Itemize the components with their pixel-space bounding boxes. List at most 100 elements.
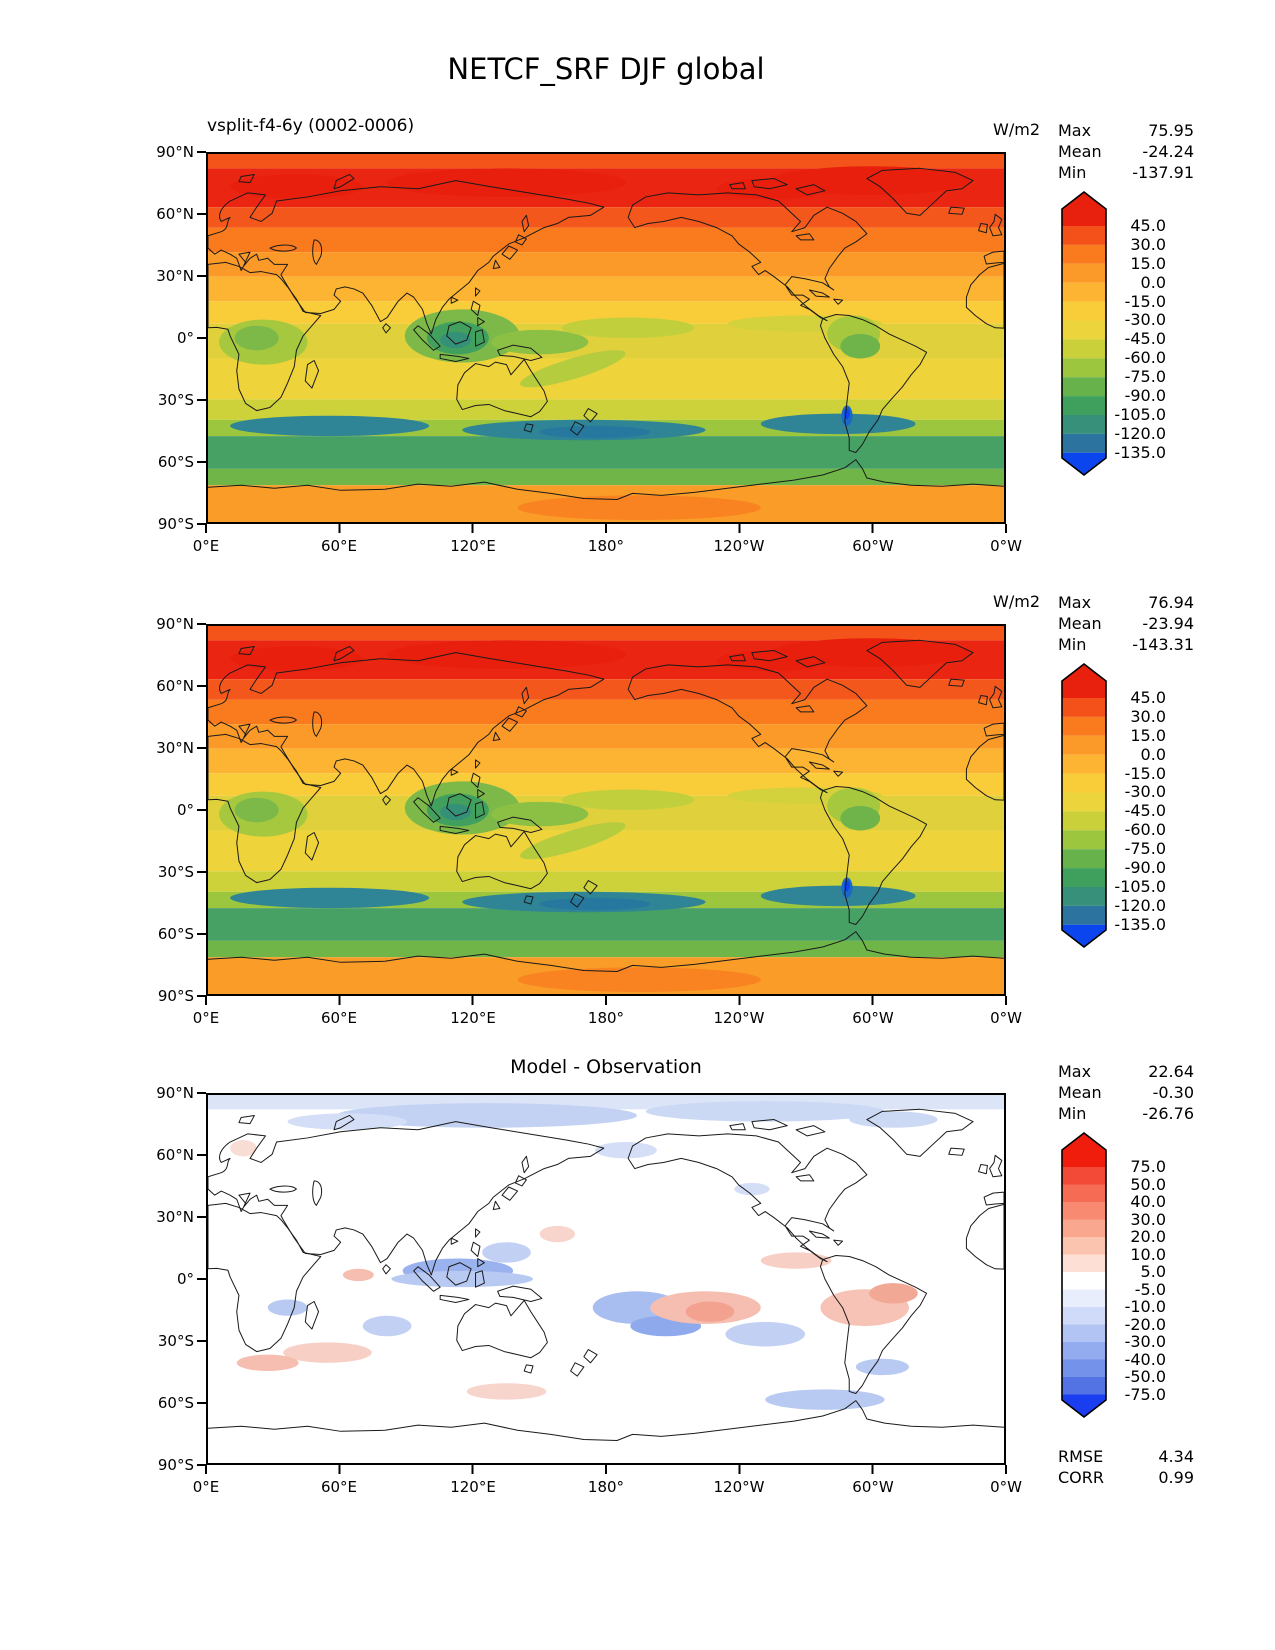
stat-label: Mean [1058, 614, 1102, 633]
stat-row: Max 75.95 [1058, 120, 1194, 141]
colorbar-tick: -40.0 [1124, 1350, 1166, 1369]
lat-label: 60°N [156, 1146, 194, 1164]
panel2-map [206, 624, 1006, 996]
colorbar-tick: -15.0 [1124, 292, 1166, 311]
panel3-lat-ticks [197, 1092, 206, 1466]
figure-title: NETCF_SRF DJF global [447, 52, 765, 86]
stat-label: Max [1058, 1062, 1092, 1081]
colorbar-tick: -30.0 [1124, 310, 1166, 329]
stat-row: Mean -24.24 [1058, 141, 1194, 162]
panel1-lat-ticks [197, 151, 206, 525]
colorbar-tick: -60.0 [1124, 820, 1166, 839]
stat-value: 75.95 [1148, 121, 1194, 140]
colorbar-tick: 15.0 [1130, 726, 1166, 745]
lon-label: 180° [587, 537, 625, 555]
stat-value: 22.64 [1148, 1062, 1194, 1081]
lon-label: 60°W [852, 1009, 894, 1027]
stat-value: -24.24 [1142, 142, 1194, 161]
stat-label: RMSE [1058, 1447, 1104, 1466]
colorbar-tick: 50.0 [1130, 1175, 1166, 1194]
stat-row: CORR 0.99 [1058, 1467, 1194, 1488]
stat-label: Max [1058, 121, 1092, 140]
stat-label: Mean [1058, 142, 1102, 161]
lat-label: 30°S [157, 1332, 194, 1350]
lon-label: 180° [587, 1009, 625, 1027]
lat-label: 30°N [156, 1208, 194, 1226]
panel1-map [206, 152, 1006, 524]
stat-row: Max 76.94 [1058, 592, 1194, 613]
colorbar-tick: -20.0 [1124, 1315, 1166, 1334]
stat-row: Min -143.31 [1058, 634, 1194, 655]
stat-value: -23.94 [1142, 614, 1194, 633]
lon-label: 60°W [852, 537, 894, 555]
panel3-title: Model - Observation [510, 1056, 702, 1078]
stat-label: Mean [1058, 1083, 1102, 1102]
lon-label: 120°E [450, 537, 496, 555]
lat-label: 90°N [156, 143, 194, 161]
panel2-map-canvas [208, 626, 1004, 994]
stat-value: -26.76 [1142, 1104, 1194, 1123]
stat-row: Min -137.91 [1058, 162, 1194, 183]
lat-label: 30°N [156, 267, 194, 285]
lon-label: 60°E [320, 537, 358, 555]
colorbar-tick: 20.0 [1130, 1227, 1166, 1246]
lat-label: 60°S [157, 1394, 194, 1412]
stat-label: Max [1058, 593, 1092, 612]
colorbar-tick: -90.0 [1124, 386, 1166, 405]
stat-label: Min [1058, 1104, 1087, 1123]
stat-value: 76.94 [1148, 593, 1194, 612]
lon-label: 60°E [320, 1009, 358, 1027]
panel1-units-label: W/m2 [993, 120, 1040, 139]
lat-label: 60°N [156, 677, 194, 695]
stat-value: -143.31 [1132, 635, 1194, 654]
stat-value: -0.30 [1152, 1083, 1194, 1102]
lat-label: 60°S [157, 453, 194, 471]
lon-label: 60°E [320, 1478, 358, 1496]
lon-label: 180° [587, 1478, 625, 1496]
lat-label: 60°N [156, 205, 194, 223]
colorbar-tick: -50.0 [1124, 1367, 1166, 1386]
stat-row: Max 22.64 [1058, 1061, 1194, 1082]
colorbar-tick: 75.0 [1130, 1157, 1166, 1176]
lat-label: 30°S [157, 863, 194, 881]
lon-label: 120°W [713, 537, 765, 555]
colorbar-tick: -120.0 [1114, 896, 1166, 915]
panel2-units-label: W/m2 [993, 592, 1040, 611]
lat-label: 60°S [157, 925, 194, 943]
panel3-lon-ticks [205, 1465, 1008, 1474]
colorbar-tick: 15.0 [1130, 254, 1166, 273]
panel3-map [206, 1093, 1006, 1465]
colorbar-tick: -135.0 [1114, 443, 1166, 462]
panel2-colorbar [1061, 663, 1107, 948]
colorbar-tick: 30.0 [1130, 707, 1166, 726]
lon-label: 0°W [990, 1478, 1022, 1496]
lat-label: 0° [176, 1270, 194, 1288]
panel3-skill-stats: RMSE 4.34 CORR 0.99 [1058, 1446, 1194, 1488]
stat-row: Mean -23.94 [1058, 613, 1194, 634]
lon-label: 120°W [713, 1478, 765, 1496]
lat-label: 30°S [157, 391, 194, 409]
panel1-stats: Max 75.95 Mean -24.24 Min -137.91 [1058, 120, 1194, 183]
colorbar-tick: -75.0 [1124, 839, 1166, 858]
lon-label: 0°W [990, 1009, 1022, 1027]
colorbar-tick: 30.0 [1130, 235, 1166, 254]
colorbar-tick: -45.0 [1124, 329, 1166, 348]
panel1-lon-ticks [205, 524, 1008, 533]
lon-label: 120°E [450, 1478, 496, 1496]
panel1-colorbar [1061, 191, 1107, 476]
lon-label: 60°W [852, 1478, 894, 1496]
stat-value: -137.91 [1132, 163, 1194, 182]
colorbar-tick: -10.0 [1124, 1297, 1166, 1316]
panel3-colorbar [1061, 1132, 1107, 1418]
stat-value: 0.99 [1158, 1468, 1194, 1487]
colorbar-tick: 40.0 [1130, 1192, 1166, 1211]
lon-label: 120°W [713, 1009, 765, 1027]
colorbar-tick: -15.0 [1124, 764, 1166, 783]
stat-row: Min -26.76 [1058, 1103, 1194, 1124]
lat-label: 90°N [156, 1084, 194, 1102]
stat-row: Mean -0.30 [1058, 1082, 1194, 1103]
colorbar-tick: -90.0 [1124, 858, 1166, 877]
colorbar-tick: -105.0 [1114, 877, 1166, 896]
colorbar-tick: 0.0 [1140, 745, 1166, 764]
lat-label: 90°S [157, 515, 194, 533]
